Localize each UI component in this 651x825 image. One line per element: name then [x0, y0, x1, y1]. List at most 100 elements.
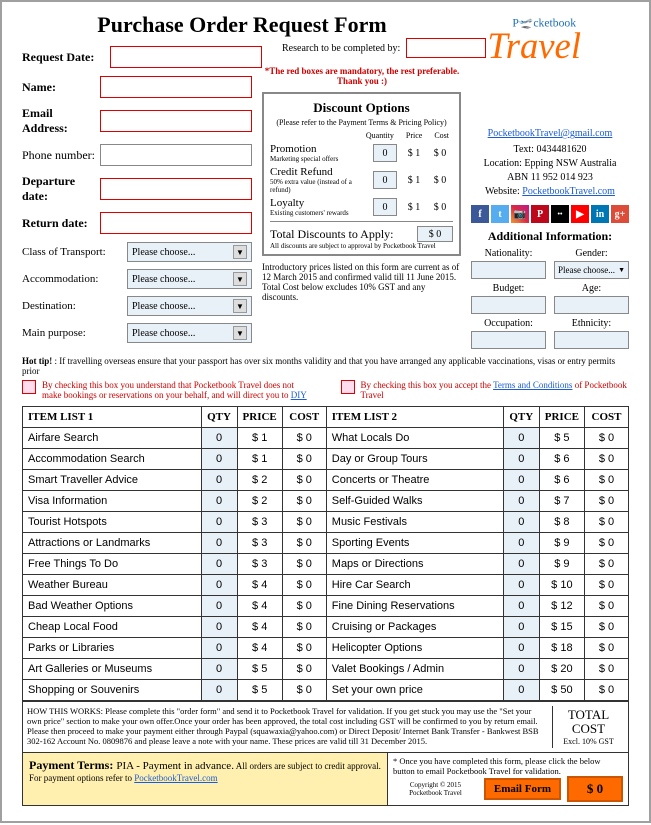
item1-price: $ 5 [237, 659, 282, 680]
item2-qty[interactable]: 0 [503, 638, 539, 659]
total-cost-box: TOTAL COST Excl. 10% GST [552, 706, 624, 748]
departure-label: Departure date: [22, 174, 100, 204]
item1-qty[interactable]: 0 [201, 554, 237, 575]
item1-qty[interactable]: 0 [201, 575, 237, 596]
item1-cost: $ 0 [282, 449, 326, 470]
class-select[interactable]: Please choose... ▼ [127, 242, 252, 262]
item1-qty[interactable]: 0 [201, 533, 237, 554]
item1-name: Weather Bureau [23, 575, 202, 596]
item1-qty[interactable]: 0 [201, 491, 237, 512]
item1-cost: $ 0 [282, 680, 326, 701]
col-qty: Quantity [366, 131, 394, 140]
item1-name: Bad Weather Options [23, 596, 202, 617]
discount-box: Discount Options (Please refer to the Pa… [262, 92, 461, 256]
pay-link[interactable]: PocketbookTravel.com [134, 773, 217, 783]
discount-qty[interactable]: 0 [373, 144, 397, 162]
class-label: Class of Transport: [22, 246, 127, 258]
item1-name: Attractions or Landmarks [23, 533, 202, 554]
head-list2: ITEM LIST 2 [326, 407, 503, 428]
item2-name: Maps or Directions [326, 554, 503, 575]
table-row: Smart Traveller Advice 0 $ 2 $ 0 Concert… [23, 470, 629, 491]
facebook-icon[interactable]: f [471, 205, 489, 223]
flickr-icon[interactable]: •• [551, 205, 569, 223]
discount-label: Credit Refund50% extra value (instead of… [270, 166, 369, 194]
dest-select[interactable]: Please choose... ▼ [127, 296, 252, 316]
pinterest-icon[interactable]: P [531, 205, 549, 223]
instagram-icon[interactable]: 📷 [511, 205, 529, 223]
item2-cost: $ 0 [585, 449, 629, 470]
table-row: Art Galleries or Museums 0 $ 5 $ 0 Valet… [23, 659, 629, 680]
email-input[interactable] [100, 110, 252, 132]
item2-price: $ 50 [539, 680, 584, 701]
item1-qty[interactable]: 0 [201, 470, 237, 491]
item2-name: Concerts or Theatre [326, 470, 503, 491]
item2-price: $ 6 [539, 470, 584, 491]
eth-input[interactable] [554, 331, 629, 349]
discount-qty[interactable]: 0 [373, 171, 397, 189]
chevron-down-icon: ▼ [233, 272, 247, 286]
company-web-link[interactable]: PocketbookTravel.com [522, 186, 615, 197]
phone-label: Phone number: [22, 148, 100, 163]
diy-link[interactable]: DIY [291, 390, 307, 400]
check1-text: By checking this box you understand that… [42, 380, 294, 400]
item2-qty[interactable]: 0 [503, 491, 539, 512]
item1-qty[interactable]: 0 [201, 449, 237, 470]
return-input[interactable] [100, 212, 252, 234]
name-input[interactable] [100, 76, 252, 98]
discount-label: LoyaltyExisting customers' rewards [270, 197, 369, 217]
linkedin-icon[interactable]: in [591, 205, 609, 223]
checkbox-terms[interactable] [341, 380, 355, 394]
twitter-icon[interactable]: t [491, 205, 509, 223]
col-cost: Cost [434, 131, 449, 140]
phone-input[interactable] [100, 144, 252, 166]
gen-select[interactable]: Please choose...▼ [554, 261, 629, 279]
request-date-input[interactable] [110, 46, 262, 68]
item2-qty[interactable]: 0 [503, 596, 539, 617]
item1-qty[interactable]: 0 [201, 512, 237, 533]
item2-qty[interactable]: 0 [503, 575, 539, 596]
item1-qty[interactable]: 0 [201, 617, 237, 638]
item1-qty[interactable]: 0 [201, 596, 237, 617]
bud-input[interactable] [471, 296, 546, 314]
item1-qty[interactable]: 0 [201, 638, 237, 659]
table-row: Weather Bureau 0 $ 4 $ 0 Hire Car Search… [23, 575, 629, 596]
occ-input[interactable] [471, 331, 546, 349]
item2-qty[interactable]: 0 [503, 659, 539, 680]
occ-label: Occupation: [471, 318, 546, 329]
item1-qty[interactable]: 0 [201, 428, 237, 449]
excl-gst: Excl. 10% GST [557, 737, 620, 746]
email-form-button[interactable]: Email Form [484, 778, 561, 800]
item2-qty[interactable]: 0 [503, 512, 539, 533]
age-input[interactable] [554, 296, 629, 314]
nat-input[interactable] [471, 261, 546, 279]
how-works-text: HOW THIS WORKS: Please complete this "or… [27, 706, 552, 748]
pay-pia: PIA - Payment in advance. [116, 760, 234, 772]
purpose-select[interactable]: Please choose... ▼ [127, 323, 252, 343]
item2-qty[interactable]: 0 [503, 554, 539, 575]
company-email-link[interactable]: PocketbookTravel@gmail.com [488, 128, 613, 139]
research-input[interactable] [406, 38, 486, 58]
item2-name: Hire Car Search [326, 575, 503, 596]
accom-select[interactable]: Please choose... ▼ [127, 269, 252, 289]
item2-cost: $ 0 [585, 680, 629, 701]
item2-qty[interactable]: 0 [503, 470, 539, 491]
departure-input[interactable] [100, 178, 252, 200]
item1-cost: $ 0 [282, 491, 326, 512]
youtube-icon[interactable]: ▶ [571, 205, 589, 223]
item2-qty[interactable]: 0 [503, 680, 539, 701]
googleplus-icon[interactable]: g+ [611, 205, 629, 223]
item1-price: $ 1 [237, 449, 282, 470]
logo: P🛫cketbook Travel [479, 8, 629, 71]
item2-qty[interactable]: 0 [503, 449, 539, 470]
item2-qty[interactable]: 0 [503, 428, 539, 449]
discount-qty[interactable]: 0 [373, 198, 397, 216]
item2-qty[interactable]: 0 [503, 533, 539, 554]
intro-note: Introductory prices listed on this form … [262, 262, 461, 302]
terms-link[interactable]: Terms and Conditions [493, 380, 572, 390]
item1-qty[interactable]: 0 [201, 680, 237, 701]
discount-cost: $ 0 [427, 202, 453, 213]
addl-title: Additional Information: [471, 229, 629, 244]
item2-qty[interactable]: 0 [503, 617, 539, 638]
item1-qty[interactable]: 0 [201, 659, 237, 680]
checkbox-diy[interactable] [22, 380, 36, 394]
